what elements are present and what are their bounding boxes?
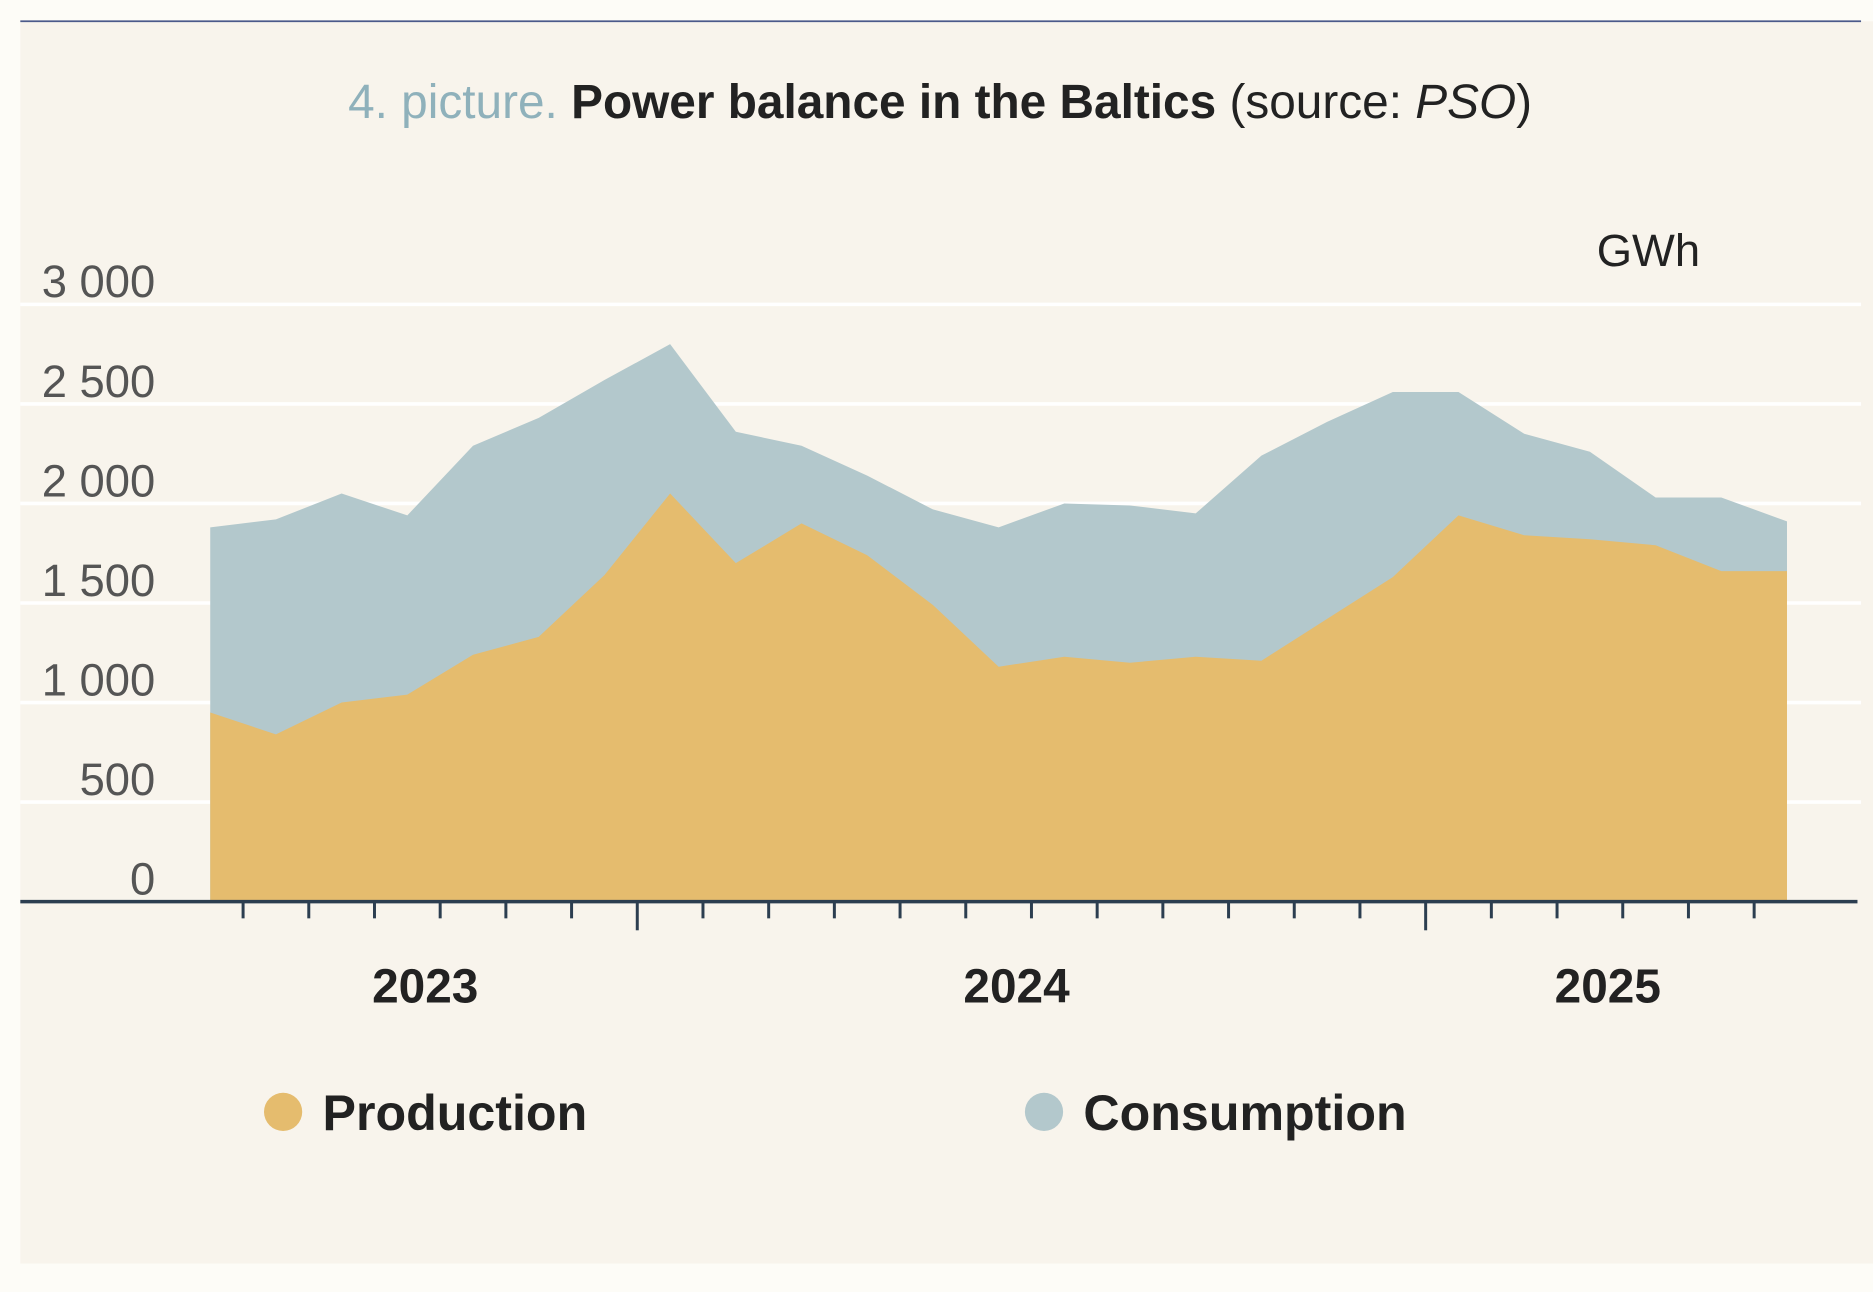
- y-tick-label: 1 000: [42, 654, 156, 705]
- title-source: PSO: [1415, 76, 1516, 129]
- x-tick-label: 2025: [1555, 961, 1661, 1014]
- y-tick-label: 2 500: [42, 356, 156, 407]
- title-main: Power balance in the Baltics: [571, 76, 1216, 129]
- legend-swatch: [1024, 1092, 1064, 1131]
- legend-label: Consumption: [1083, 1085, 1406, 1141]
- legend-label: Production: [323, 1085, 588, 1141]
- x-tick-label: 2023: [372, 961, 478, 1014]
- title-source-open: (source:: [1229, 76, 1402, 129]
- title-source-close: ): [1516, 76, 1532, 129]
- y-tick-label: 0: [130, 853, 155, 904]
- y-tick-label: 2 000: [42, 455, 156, 506]
- unit-label: GWh: [1597, 225, 1700, 276]
- y-tick-label: 3 000: [42, 256, 156, 307]
- y-tick-label: 500: [80, 754, 156, 805]
- chart-title: 4. picture. Power balance in the Baltics…: [348, 76, 1532, 129]
- y-tick-label: 1 500: [42, 555, 156, 606]
- title-prefix: 4. picture.: [348, 76, 558, 129]
- x-tick-label: 2024: [963, 961, 1070, 1014]
- area: [210, 493, 1787, 902]
- legend-swatch: [263, 1092, 303, 1131]
